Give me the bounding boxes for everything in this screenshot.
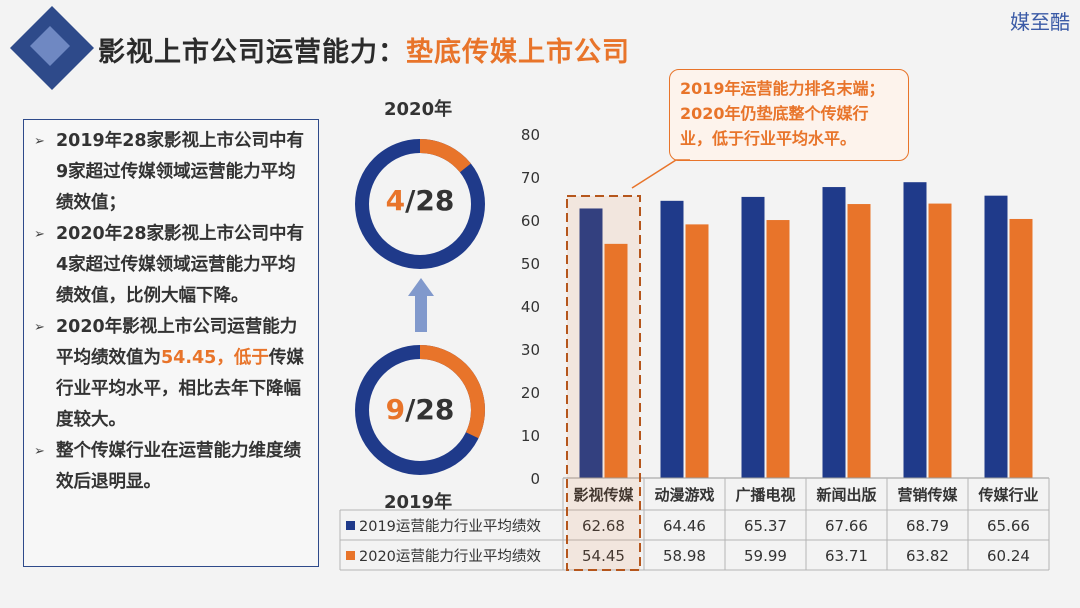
legend-label: 2019运营能力行业平均绩效 bbox=[359, 518, 541, 535]
bullet-item: ➢ 2019年28家影视上市公司中有9家超过传媒领域运营能力平均绩效值； bbox=[34, 126, 310, 219]
bar-2019-0 bbox=[579, 208, 603, 478]
bar-2019-4 bbox=[903, 182, 927, 478]
y-tick-label: 50 bbox=[521, 255, 540, 273]
callout-line: 业，低于行业平均水平。 bbox=[680, 129, 857, 148]
y-tick-label: 70 bbox=[521, 169, 540, 187]
donut-bottom-year: 2019年 bbox=[384, 492, 453, 513]
callout-line: 2020年仍垫底整个传媒行 bbox=[680, 104, 869, 123]
bar-2020-4 bbox=[928, 203, 952, 478]
page-title: 影视上市公司运营能力：垫底传媒上市公司 bbox=[98, 30, 630, 69]
bar-2020-5 bbox=[1009, 218, 1033, 478]
legend-swatch bbox=[346, 521, 355, 530]
y-tick-label: 0 bbox=[530, 470, 540, 488]
donut-segment bbox=[355, 345, 485, 475]
donut-top-denominator: /28 bbox=[405, 184, 455, 217]
bullet-segment: 2020年28家影视上市公司中有4家超过传媒领域运营能力平均绩效值，比例大幅下降… bbox=[56, 224, 305, 306]
donut-2020 bbox=[355, 139, 485, 269]
bar-2020-2 bbox=[766, 220, 790, 478]
table-value: 59.99 bbox=[744, 547, 787, 565]
bullet-list: ➢ 2019年28家影视上市公司中有9家超过传媒领域运营能力平均绩效值； ➢ 2020… bbox=[23, 119, 319, 567]
up-arrow-icon bbox=[408, 278, 434, 332]
category-label: 动漫游戏 bbox=[654, 486, 714, 504]
table-value: 58.98 bbox=[663, 547, 706, 565]
bar-2019-5 bbox=[984, 195, 1008, 479]
category-label: 营销传媒 bbox=[897, 486, 958, 504]
bar-2020-3 bbox=[847, 204, 871, 478]
bullet-arrow-icon: ➢ bbox=[34, 444, 45, 459]
bullet-text: 2020年影视上市公司运营能力平均绩效值为54.45，低于传媒行业平均水平，相比… bbox=[56, 312, 310, 436]
callout-line: 2019年运营能力排名末端； bbox=[680, 79, 885, 98]
bullet-segment: 传媒行业平均水平，相比去年下降幅度较大。 bbox=[56, 348, 304, 430]
table-value: 64.46 bbox=[663, 517, 706, 535]
table-value: 62.68 bbox=[582, 517, 625, 535]
category-label: 传媒行业 bbox=[977, 486, 1038, 504]
y-tick-label: 40 bbox=[521, 298, 540, 316]
table-value: 65.66 bbox=[987, 517, 1030, 535]
bullet-highlight: 54.45，低于 bbox=[161, 348, 269, 368]
bar-2020-1 bbox=[685, 224, 709, 478]
category-label: 广播电视 bbox=[735, 486, 795, 504]
y-tick-label: 80 bbox=[521, 126, 540, 144]
brand-logo-text: 媒至酷 bbox=[1010, 10, 1070, 34]
table-value: 54.45 bbox=[582, 547, 625, 565]
bullet-arrow-icon: ➢ bbox=[34, 320, 45, 335]
highlight-box bbox=[566, 195, 641, 571]
callout-pointer bbox=[631, 159, 690, 189]
bullet-arrow-icon: ➢ bbox=[34, 134, 45, 149]
category-label: 新闻出版 bbox=[816, 486, 876, 504]
table-value: 63.71 bbox=[825, 547, 868, 565]
table-value: 68.79 bbox=[906, 517, 949, 535]
title-accent: 垫底传媒上市公司 bbox=[406, 37, 630, 68]
title-main: 影视上市公司运营能力： bbox=[98, 37, 406, 68]
bar-2019-1 bbox=[660, 200, 684, 478]
donut-2019 bbox=[355, 345, 485, 475]
bullet-segment: 2020年影视上市公司运营能力平均绩效值为 bbox=[56, 317, 298, 368]
bullet-item: ➢ 2020年28家影视上市公司中有4家超过传媒领域运营能力平均绩效值，比例大幅下… bbox=[34, 219, 310, 312]
logo-diamond-small bbox=[30, 26, 70, 66]
bullet-segment: 2019年28家影视上市公司中有9家超过传媒领域运营能力平均绩效值； bbox=[56, 131, 305, 213]
bullet-text: 整个传媒行业在运营能力维度绩效后退明显。 bbox=[56, 436, 310, 498]
table-value: 60.24 bbox=[987, 547, 1030, 565]
donut-bottom-numerator: 9 bbox=[385, 393, 406, 426]
y-tick-label: 20 bbox=[521, 384, 540, 402]
bullet-item: ➢ 整个传媒行业在运营能力维度绩效后退明显。 bbox=[34, 436, 310, 498]
y-tick-label: 30 bbox=[521, 341, 540, 359]
bullet-item: ➢ 2020年影视上市公司运营能力平均绩效值为54.45，低于传媒行业平均水平，相… bbox=[34, 312, 310, 436]
donut-bottom-denominator: /28 bbox=[405, 393, 455, 426]
category-label: 影视传媒 bbox=[573, 486, 634, 504]
logo-diamonds bbox=[10, 6, 94, 90]
bullet-segment: 整个传媒行业在运营能力维度绩效后退明显。 bbox=[56, 441, 301, 492]
legend-label: 2020运营能力行业平均绩效 bbox=[359, 548, 541, 565]
table-value: 63.82 bbox=[906, 547, 949, 565]
donut-top-text: 4/28 bbox=[350, 184, 490, 217]
bullet-text: 2019年28家影视上市公司中有9家超过传媒领域运营能力平均绩效值； bbox=[56, 126, 310, 219]
y-tick-label: 10 bbox=[521, 427, 540, 445]
bar-2019-2 bbox=[741, 196, 765, 478]
donut-top-numerator: 4 bbox=[385, 184, 406, 217]
bar-2019-3 bbox=[822, 187, 846, 478]
bullet-arrow-icon: ➢ bbox=[34, 227, 45, 242]
donut-segment bbox=[355, 139, 485, 269]
donut-top-year: 2020年 bbox=[384, 99, 453, 120]
legend-swatch bbox=[346, 551, 355, 560]
donut-bottom-text: 9/28 bbox=[350, 393, 490, 426]
table-value: 67.66 bbox=[825, 517, 868, 535]
table-value: 65.37 bbox=[744, 517, 787, 535]
bullet-text: 2020年28家影视上市公司中有4家超过传媒领域运营能力平均绩效值，比例大幅下降… bbox=[56, 219, 310, 312]
y-tick-label: 60 bbox=[521, 212, 540, 230]
callout-box: 2019年运营能力排名末端； 2020年仍垫底整个传媒行 业，低于行业平均水平。 bbox=[669, 69, 909, 161]
bar-2020-0 bbox=[604, 243, 628, 478]
